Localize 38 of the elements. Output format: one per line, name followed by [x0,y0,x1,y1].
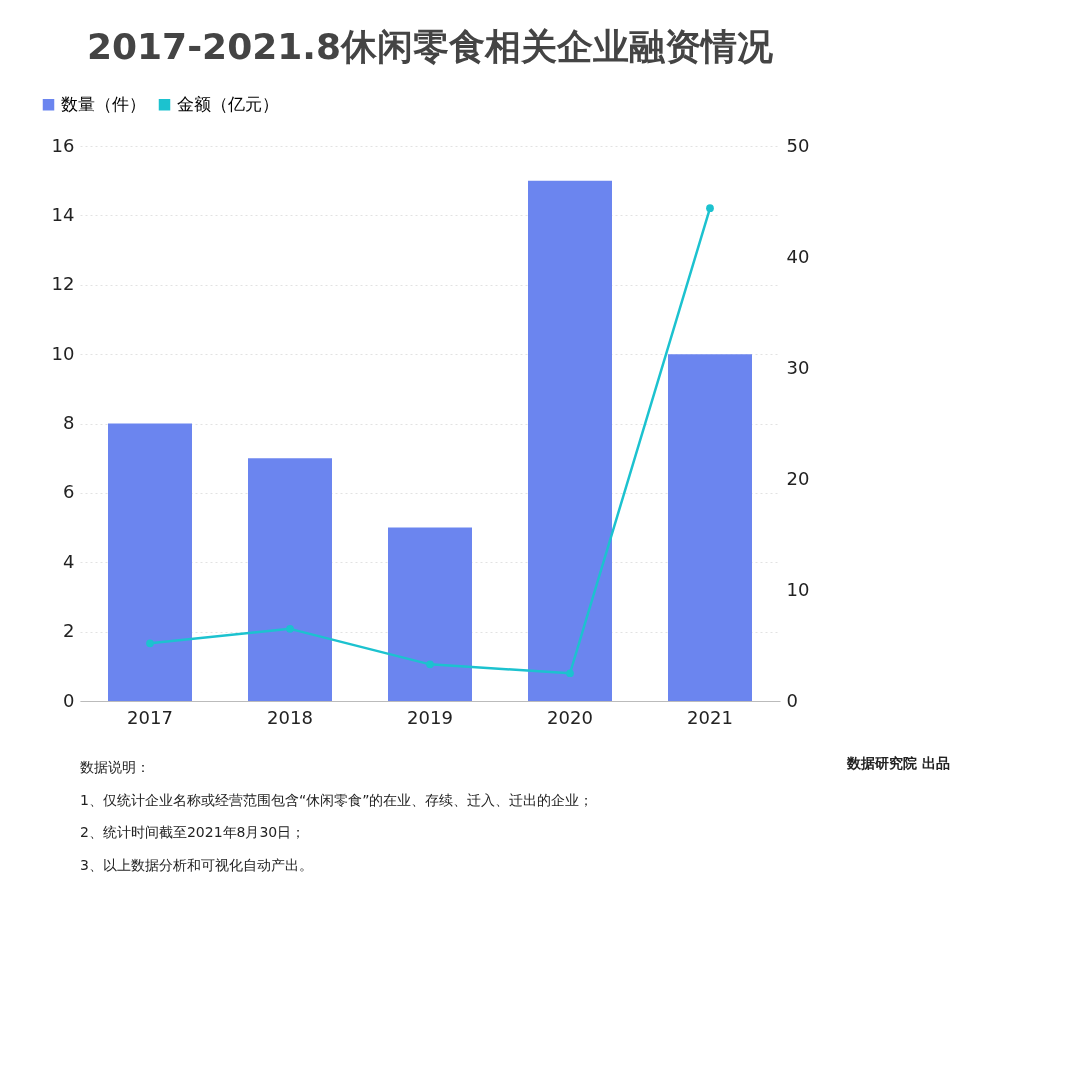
y-tick-label: 4 [63,550,75,572]
text: 2、统计时间截至2021年8月30日； [80,824,306,841]
text: 数据研究院 出品 [846,755,950,771]
y-tick-label: 0 [63,689,75,711]
y-tick-label: 6 [63,481,75,503]
text: 3、以上数据分析和可视化自动产出。 [80,856,313,873]
y-tick-label: 2 [63,620,75,642]
y2-tick-label: 40 [786,245,810,267]
text: 数据说明： [80,759,150,776]
bar [528,180,612,701]
legend-label: 金额（亿元） [177,93,279,114]
y2-tick-label: 20 [786,467,810,489]
point [286,624,294,633]
y2-tick-label: 10 [786,578,810,600]
bar [248,458,332,701]
legend-label: 数量（件） [61,93,146,114]
x-tick-label: 2021 [687,706,733,728]
text: 1、仅统计企业名称或经营范围包含“休闲零食”的在业、存续、迁入、迁出的企业； [80,791,594,808]
bar [668,354,752,701]
point [706,204,714,213]
y2-tick-label: 50 [786,134,810,156]
y-tick-label: 8 [63,412,75,433]
point [566,669,574,678]
x-tick-label: 2018 [267,706,313,728]
bar [108,423,192,701]
bar [388,527,472,701]
x-tick-label: 2017 [127,706,173,728]
point [426,660,434,669]
y-tick-label: 12 [51,273,75,295]
y2-tick-label: 30 [786,356,810,378]
x-tick-label: 2020 [547,706,593,728]
y-tick-label: 10 [51,342,75,364]
y-tick-label: 14 [51,203,75,225]
y2-tick-label: 0 [786,689,798,711]
x-tick-label: 2019 [407,706,453,728]
chart-title: 2017-2021.8休闲零食相关企业融资情况 [86,26,774,67]
y-tick-label: 16 [51,134,75,156]
point [146,639,154,648]
